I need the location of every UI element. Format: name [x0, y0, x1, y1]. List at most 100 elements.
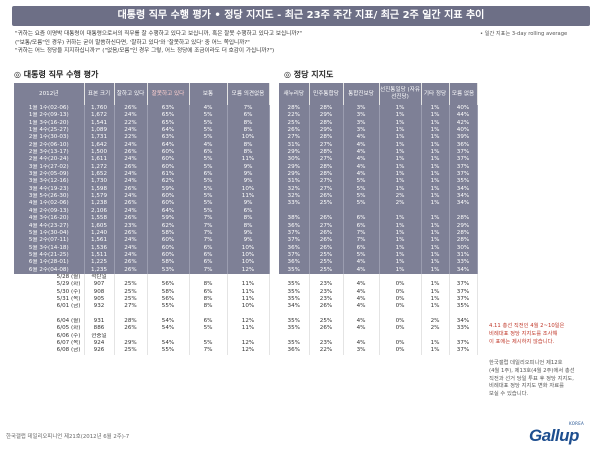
approval-cell: 1월 3주(16-20)	[14, 119, 85, 128]
party-weekly-row: 32% 26% 5% 2% 1% 34%	[279, 193, 478, 201]
party-cell	[343, 310, 380, 318]
approval-weekly-row: 1월 4주(25-27) 1,089 24% 64% 5% 8%	[14, 127, 270, 135]
party-cell: 4%	[343, 163, 380, 172]
party-cell: 27%	[309, 156, 344, 164]
party-cell: 1%	[379, 266, 422, 274]
approval-cell: 2,106	[84, 207, 115, 216]
approval-cell: 1월 4주(25-27)	[14, 127, 85, 135]
approval-daily-row: 5/30 (수) 908 25% 58% 6% 11%	[14, 288, 270, 296]
approval-table: 2012년 표본 크기 잘하고 있다 잘못하고 있다 보통 모름 의견없음 1월…	[14, 83, 270, 355]
party-cell: 5%	[343, 200, 380, 208]
approval-weekly-row: 4월 3주(16-20) 1,558 26% 59% 7% 8%	[14, 215, 270, 223]
party-cell: 1%	[379, 251, 422, 260]
approval-cell: 1,238	[84, 200, 115, 208]
party-daily-row: 35% 26% 4% 0% 2% 33%	[279, 325, 478, 333]
party-cell: 37%	[279, 229, 310, 238]
party-cell: 23%	[309, 295, 344, 304]
approval-cell: 4%	[189, 141, 228, 150]
approval-cell: 8%	[189, 303, 228, 311]
approval-cell: 64%	[147, 127, 190, 135]
approval-cell: 58%	[147, 288, 190, 296]
approval-cell: 9%	[227, 171, 270, 179]
approval-cell: 6%	[189, 317, 228, 326]
party-cell: 1%	[421, 149, 450, 157]
approval-cell: 28%	[114, 317, 148, 326]
approval-cell: 5%	[189, 156, 228, 164]
approval-cell: 5%	[189, 200, 228, 208]
approval-cell: 4월 2주(09-13)	[14, 207, 85, 216]
approval-weekly-row: 2월 3주(13-17) 1,500 26% 60% 6% 8%	[14, 149, 270, 157]
party-cell: 33%	[449, 259, 478, 267]
party-cell: 1%	[421, 127, 450, 135]
party-cell: 1%	[379, 229, 422, 238]
side-note-gray-line: 직전과 선거 당일 투표 후 정당 지지도,	[489, 375, 574, 382]
approval-cell: 1,652	[84, 171, 115, 179]
approval-cell: 26%	[114, 163, 148, 172]
approval-weekly-row: 2월 1주(30-03) 1,731 22% 63% 5% 10%	[14, 134, 270, 142]
approval-cell: 9%	[227, 237, 270, 245]
approval-cell: 3월 5주(26-30)	[14, 193, 85, 201]
question-party: "귀하는 어느 정당을 지지하십니까?" ("없음/모름"인 경우 그렇, 어느…	[15, 48, 275, 54]
approval-cell: 5%	[189, 119, 228, 128]
approval-cell: 1,611	[84, 156, 115, 164]
approval-cell: 60%	[147, 193, 190, 201]
approval-cell: 11%	[227, 281, 270, 289]
party-cell: 40%	[449, 105, 478, 113]
approval-cell: 27%	[114, 303, 148, 311]
approval-cell: 7%	[189, 222, 228, 230]
party-daily-row: 35% 23% 4% 0% 1% 37%	[279, 288, 478, 296]
party-cell: 4%	[343, 325, 380, 333]
approval-cell: 5%	[189, 340, 228, 348]
approval-cell: 26%	[114, 215, 148, 223]
party-cell: 1%	[421, 119, 450, 128]
approval-cell: 63%	[147, 105, 190, 113]
approval-cell: 6/04 (월)	[14, 317, 85, 326]
approval-cell: 10%	[227, 303, 270, 311]
approval-weekly-row: 2월 4주(20-24) 1,611 24% 60% 5% 11%	[14, 156, 270, 164]
approval-daily-row	[14, 310, 270, 318]
approval-weekly-row: 5월 2주(07-11) 1,561 24% 60% 7% 9%	[14, 237, 270, 245]
party-cell: 34%	[449, 185, 478, 194]
approval-cell: 1,598	[84, 185, 115, 194]
party-cell: 27%	[279, 134, 310, 142]
approval-cell: 25%	[114, 281, 148, 289]
approval-cell: 9%	[227, 229, 270, 238]
party-cell	[379, 273, 422, 282]
party-cell: 22%	[309, 347, 344, 355]
approval-cell: 926	[84, 347, 115, 355]
party-weekly-row: 22% 29% 3% 1% 1% 44%	[279, 112, 478, 120]
party-weekly-row: 37% 25% 5% 1% 1% 31%	[279, 251, 478, 260]
approval-cell: 61%	[147, 171, 190, 179]
party-cell: 32%	[279, 185, 310, 194]
party-cell: 1%	[421, 156, 450, 164]
approval-cell: 5%	[189, 112, 228, 120]
side-note-gray-line: 비례대표 정당 지지도 변화 자료를	[489, 383, 564, 390]
approval-cell: 5%	[189, 134, 228, 142]
approval-weekly-row: 6월 1주(28-01) 1,225 26% 58% 6% 10%	[14, 259, 270, 267]
party-cell: 1%	[421, 171, 450, 179]
approval-cell	[227, 310, 270, 318]
party-cell: 1%	[421, 215, 450, 223]
party-cell	[279, 310, 310, 318]
party-cell	[379, 207, 422, 216]
party-weekly-row: 29% 28% 4% 1% 1% 37%	[279, 149, 478, 157]
party-daily-row	[279, 273, 478, 282]
party-cell: 36%	[279, 347, 310, 355]
party-cell: 26%	[279, 127, 310, 135]
approval-header-unknown: 모름 의견없음	[227, 83, 270, 105]
approval-cell: 1,579	[84, 193, 115, 201]
approval-cell: 석탄일	[84, 273, 115, 282]
question-approval-followup: ("보통/모름"인 경우) 귀하는 굳이 말씀하신다면, '잘하고 있다'와 '…	[15, 39, 250, 46]
party-cell: 7%	[343, 237, 380, 245]
approval-cell: 22%	[114, 134, 148, 142]
approval-cell: 10%	[227, 244, 270, 252]
approval-cell: 62%	[147, 178, 190, 186]
party-weekly-row: 28% 28% 3% 1% 1% 40%	[279, 105, 478, 113]
approval-cell	[189, 332, 228, 340]
approval-cell: 6월 2주(04-08)	[14, 266, 85, 274]
approval-cell: 4월 4주(23-27)	[14, 222, 85, 230]
party-cell: 26%	[309, 325, 344, 333]
party-weekly-row: 25% 28% 3% 1% 1% 42%	[279, 119, 478, 128]
party-weekly-row: 32% 27% 5% 1% 1% 34%	[279, 185, 478, 194]
approval-cell: 1,605	[84, 222, 115, 230]
